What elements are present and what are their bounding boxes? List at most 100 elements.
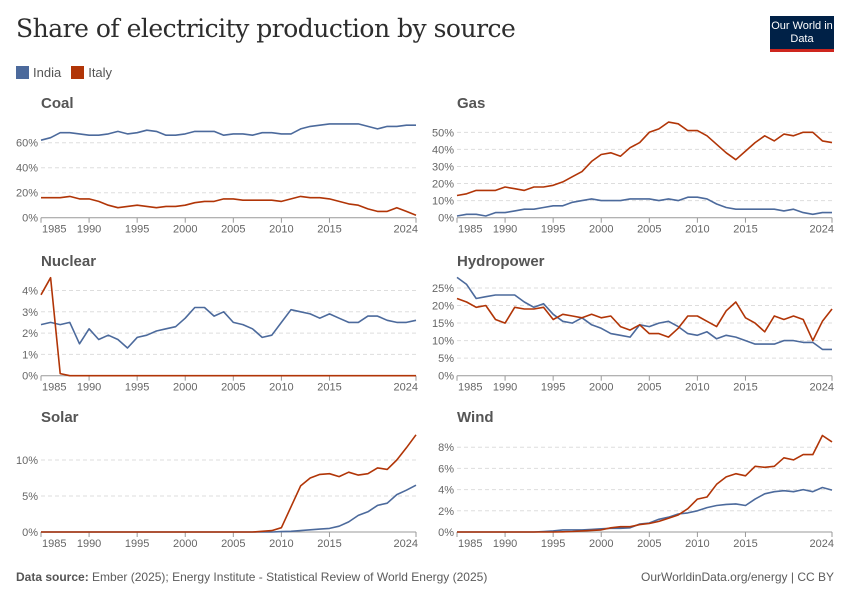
y-tick-label: 5% (438, 353, 454, 365)
source-label: Data source: (16, 570, 89, 584)
x-tick-label: 1995 (541, 224, 565, 236)
legend-item-italy[interactable]: Italy (71, 65, 112, 80)
x-tick-label: 2024 (810, 224, 834, 236)
x-tick-label: 1990 (77, 538, 101, 550)
y-tick-label: 20% (16, 188, 38, 200)
x-tick-label: 1995 (125, 224, 149, 236)
series-line-india-nuclear (40, 306, 417, 349)
y-tick-label: 5% (22, 491, 38, 503)
panel-title-coal: Coal (41, 95, 74, 112)
panel-title-nuclear: Nuclear (41, 253, 96, 270)
panel-title-wind: Wind (457, 409, 494, 426)
y-tick-label: 3% (22, 307, 38, 319)
legend-item-india[interactable]: India (16, 65, 61, 80)
x-tick-label: 1985 (458, 224, 482, 236)
x-tick-label: 2015 (733, 538, 757, 550)
y-tick-label: 8% (438, 442, 454, 454)
x-tick-label: 2015 (317, 224, 341, 236)
x-tick-label: 2024 (810, 382, 834, 394)
x-tick-label: 2010 (685, 224, 709, 236)
x-tick-label: 2000 (589, 382, 613, 394)
y-tick-label: 10% (432, 336, 454, 348)
y-tick-label: 20% (432, 301, 454, 313)
series-line-italy-wind (457, 434, 833, 533)
x-tick-label: 1985 (42, 538, 66, 550)
series-line-india-wind (457, 486, 833, 533)
legend-swatch-india (16, 66, 29, 79)
panel-title-gas: Gas (457, 95, 485, 112)
x-tick-label: 1995 (125, 538, 149, 550)
x-tick-label: 2010 (269, 538, 293, 550)
y-tick-label: 40% (16, 163, 38, 175)
x-tick-label: 1995 (541, 538, 565, 550)
x-tick-label: 2000 (589, 538, 613, 550)
series-line-india-coal (40, 123, 416, 141)
y-tick-label: 0% (438, 213, 454, 225)
series-line-italy-gas (456, 121, 833, 197)
y-tick-label: 0% (22, 213, 38, 225)
x-tick-label: 1990 (77, 382, 101, 394)
x-tick-label: 2015 (733, 224, 757, 236)
series-line-italy-hydropower (456, 297, 833, 342)
series-line-italy-nuclear (40, 276, 416, 377)
x-tick-label: 2005 (221, 382, 245, 394)
y-tick-label: 60% (16, 138, 38, 150)
series-line-india-hydropower (456, 276, 832, 351)
x-tick-label: 2024 (810, 538, 834, 550)
legend-label-italy: Italy (88, 65, 113, 80)
legend: India Italy (16, 65, 112, 80)
source-text[interactable]: Ember (2025); Energy Institute - Statist… (92, 570, 488, 584)
series-line-india-solar (41, 484, 417, 533)
series-line-italy-solar (41, 434, 417, 533)
legend-label-india: India (33, 65, 62, 80)
x-tick-label: 1990 (493, 538, 517, 550)
x-tick-label: 2010 (269, 382, 293, 394)
x-tick-label: 1995 (541, 382, 565, 394)
x-tick-label: 2010 (685, 382, 709, 394)
x-tick-label: 2005 (637, 224, 661, 236)
x-tick-label: 2005 (637, 382, 661, 394)
y-tick-label: 0% (438, 527, 454, 539)
series-line-india-gas (456, 196, 832, 217)
y-tick-label: 2% (22, 328, 38, 340)
y-tick-label: 25% (432, 283, 454, 295)
panel-title-solar: Solar (41, 409, 79, 426)
y-tick-label: 0% (438, 371, 454, 383)
legend-swatch-italy (71, 66, 85, 79)
x-tick-label: 2000 (173, 538, 197, 550)
y-tick-label: 4% (438, 485, 454, 497)
x-tick-label: 1985 (458, 382, 482, 394)
x-tick-label: 1990 (493, 382, 517, 394)
credit-link[interactable]: OurWorldinData.org/energy | CC BY (641, 570, 834, 584)
x-tick-label: 2015 (317, 538, 341, 550)
x-tick-label: 2005 (221, 538, 245, 550)
series-line-italy-coal (41, 195, 417, 216)
x-tick-label: 2000 (589, 224, 613, 236)
y-tick-label: 1% (22, 349, 38, 361)
y-tick-label: 10% (16, 455, 38, 467)
x-tick-label: 2024 (394, 382, 418, 394)
x-tick-label: 2015 (733, 382, 757, 394)
x-tick-label: 2010 (685, 538, 709, 550)
owid-logo[interactable]: Our World in Data (770, 16, 834, 52)
y-tick-label: 30% (432, 161, 454, 173)
x-tick-label: 2024 (394, 224, 418, 236)
panel-title-hydropower: Hydropower (457, 253, 545, 270)
y-tick-label: 15% (432, 318, 454, 330)
data-source: Data source: Ember (2025); Energy Instit… (16, 570, 487, 584)
x-tick-label: 2015 (317, 382, 341, 394)
y-tick-label: 10% (432, 196, 454, 208)
x-tick-label: 2005 (221, 224, 245, 236)
x-tick-label: 1985 (42, 382, 66, 394)
y-tick-label: 0% (22, 371, 38, 383)
y-tick-label: 0% (22, 527, 38, 539)
x-tick-label: 1985 (458, 538, 482, 550)
x-tick-label: 2000 (173, 382, 197, 394)
y-tick-label: 40% (432, 144, 454, 156)
x-tick-label: 2005 (637, 538, 661, 550)
logo-text: Our World in Data (771, 20, 833, 45)
y-tick-label: 6% (438, 463, 454, 475)
x-tick-label: 1990 (493, 224, 517, 236)
x-tick-label: 2000 (173, 224, 197, 236)
